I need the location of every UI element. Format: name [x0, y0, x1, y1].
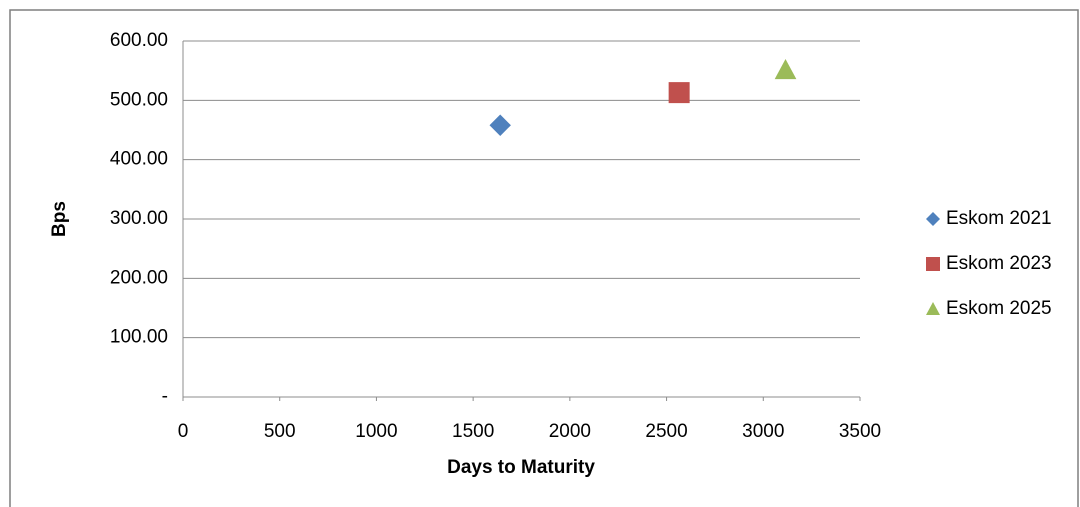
marker-diamond: [489, 114, 511, 136]
marker-triangle: [926, 302, 940, 315]
x-tick-label: 500: [264, 421, 296, 442]
legend-label: Eskom 2021: [946, 208, 1052, 229]
x-tick-label: 3500: [839, 421, 881, 442]
y-tick-label: -: [162, 386, 168, 407]
y-tick-label: 100.00: [110, 327, 168, 348]
x-tick-label: 0: [178, 421, 189, 442]
y-tick-label: 400.00: [110, 149, 168, 170]
x-axis-title: Days to Maturity: [447, 457, 595, 478]
x-tick-label: 2000: [549, 421, 591, 442]
marker-diamond: [926, 212, 940, 226]
legend-label: Eskom 2025: [946, 298, 1052, 319]
chart-frame: [9, 9, 1079, 507]
y-tick-label: 500.00: [110, 89, 168, 110]
y-tick-label: 300.00: [110, 208, 168, 229]
y-tick-label: 200.00: [110, 267, 168, 288]
marker-triangle: [774, 59, 797, 80]
legend-label: Eskom 2023: [946, 253, 1052, 274]
y-axis-title: Bps: [49, 201, 70, 237]
y-tick-label: 600.00: [110, 30, 168, 51]
x-tick-label: 1500: [452, 421, 494, 442]
x-tick-label: 1000: [355, 421, 397, 442]
marker-square: [926, 257, 940, 271]
marker-square: [668, 82, 690, 104]
x-tick-label: 3000: [742, 421, 784, 442]
x-tick-label: 2500: [645, 421, 687, 442]
